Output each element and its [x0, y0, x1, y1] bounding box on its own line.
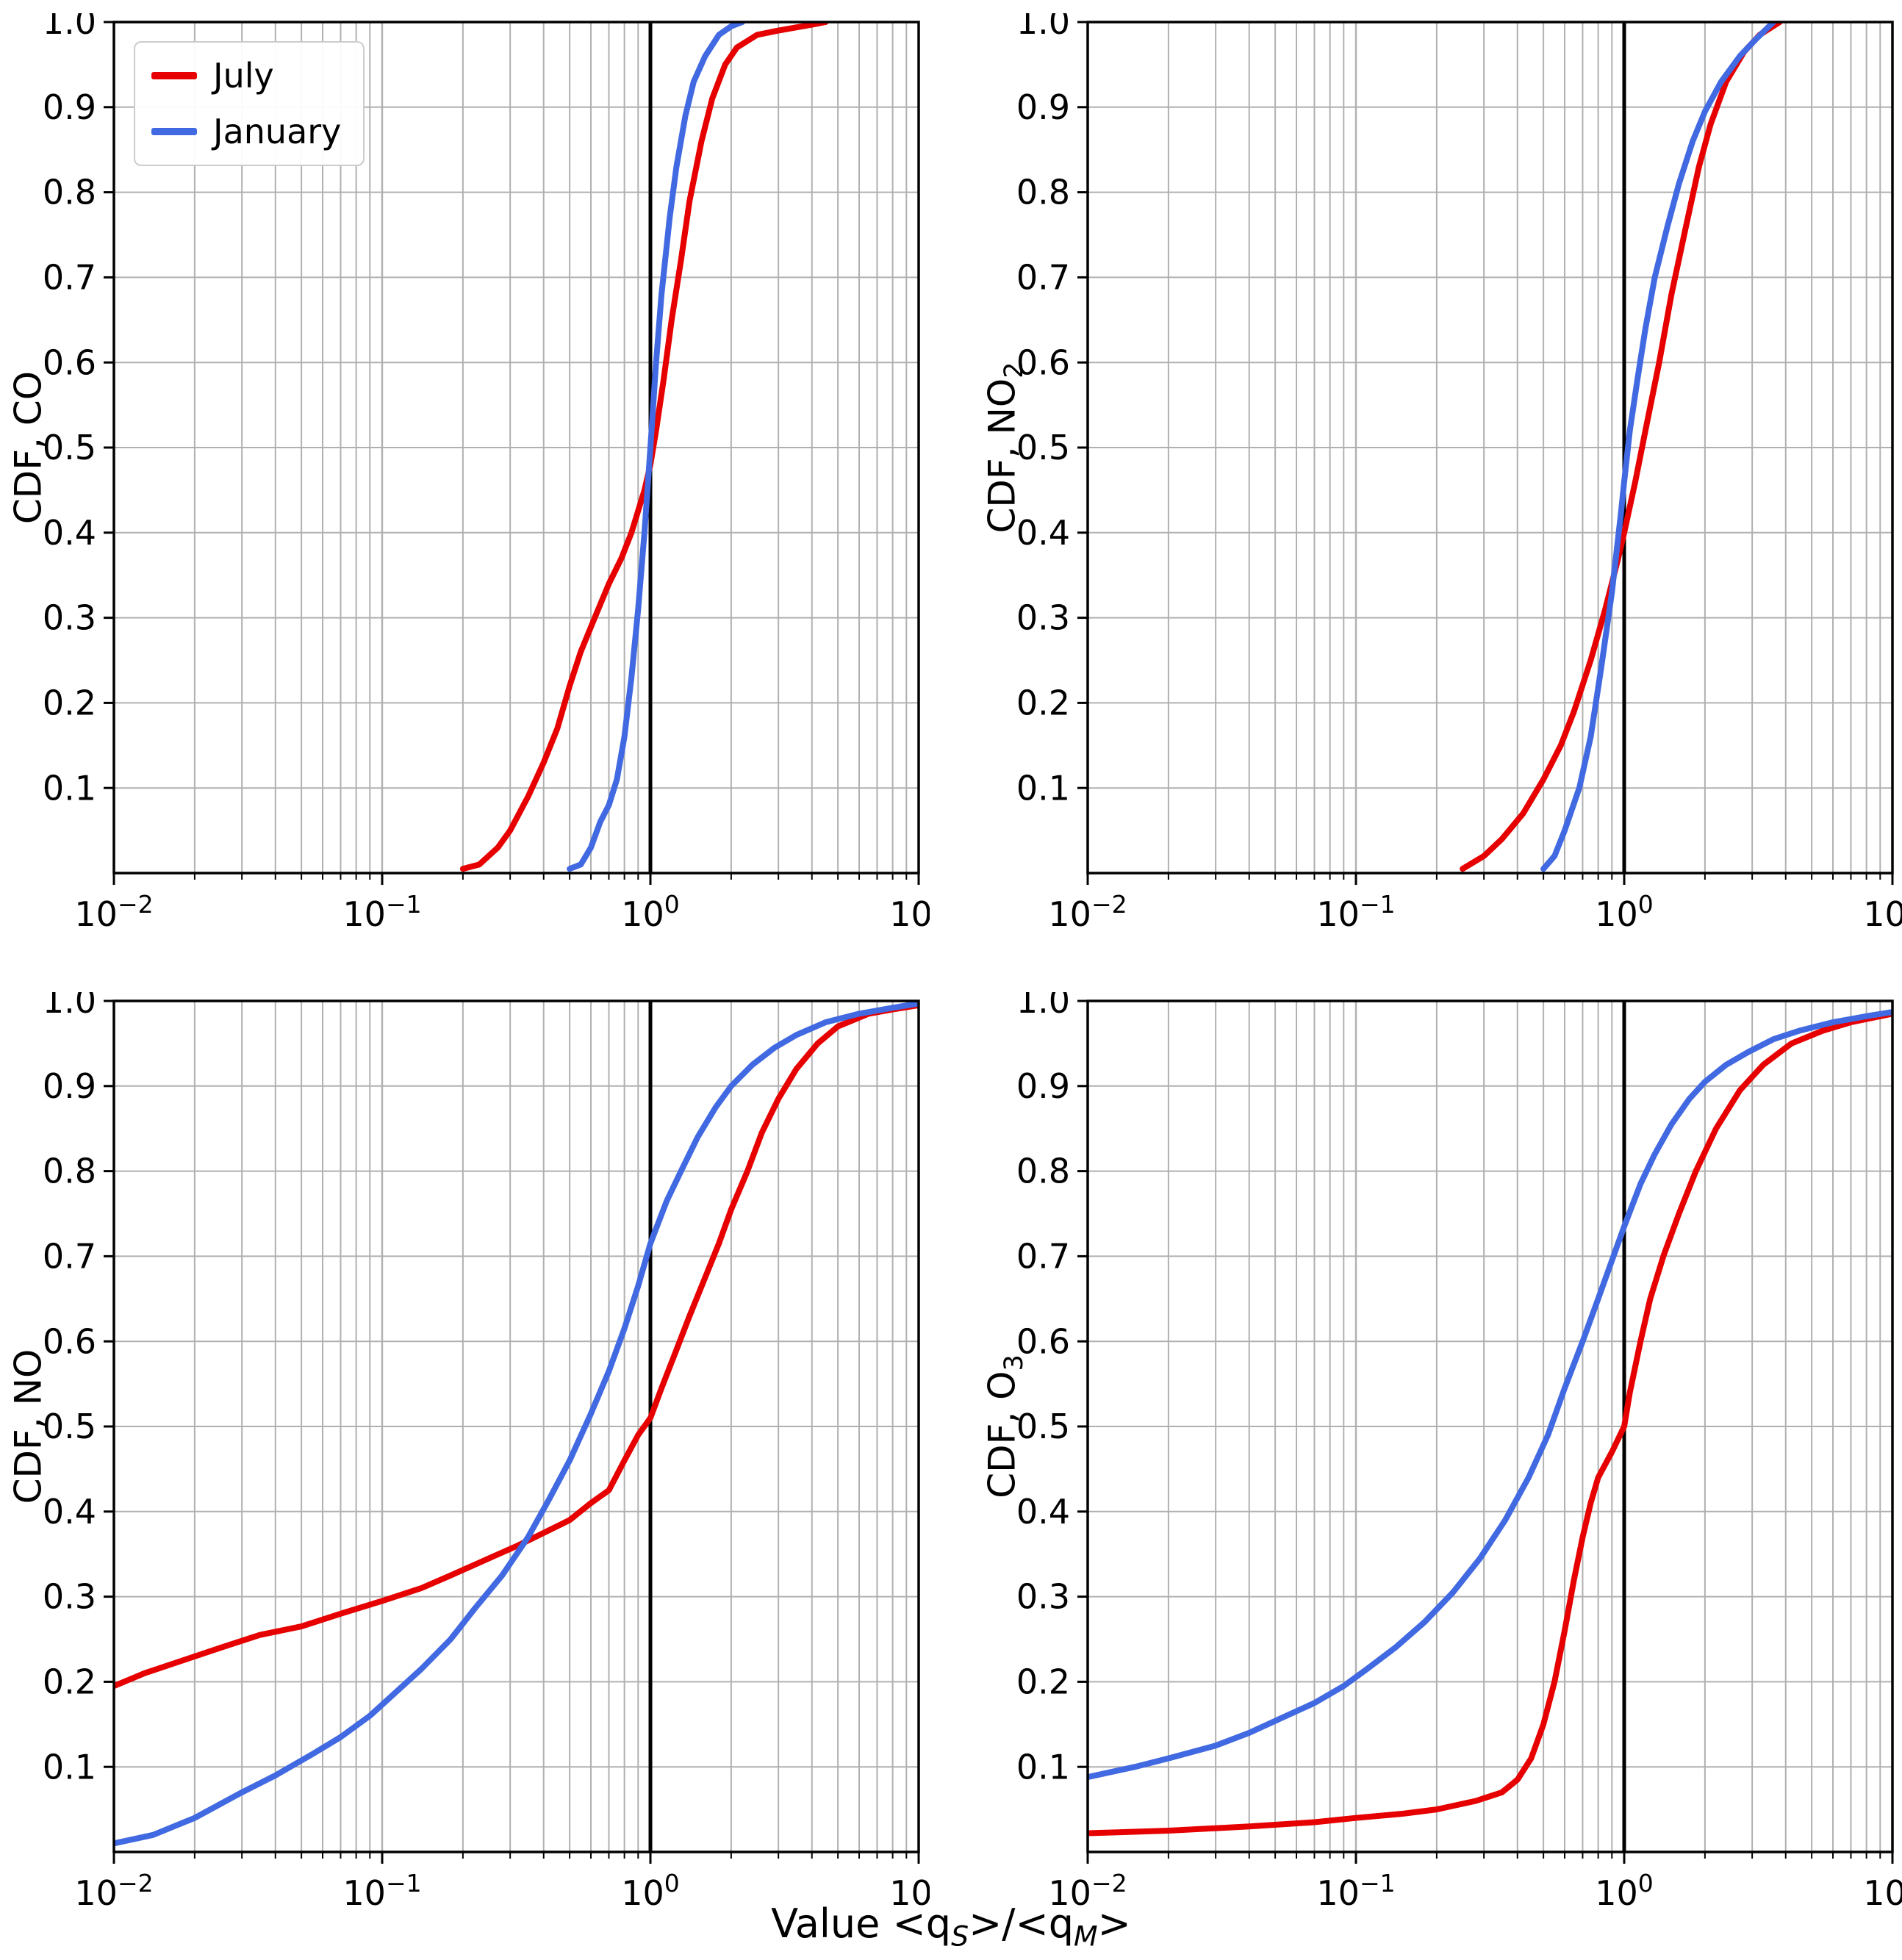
y-tick-label: 0.7	[43, 1237, 96, 1277]
y-tick-label: 0.2	[1016, 683, 1070, 723]
x-tick-label: 10−2	[74, 1869, 153, 1911]
x-tick-label: 10−2	[74, 890, 153, 932]
y-tick-label: 0.8	[43, 173, 96, 212]
legend-item-january: January	[151, 112, 341, 151]
y-tick-label: 0.6	[1016, 342, 1070, 382]
series-group	[459, 22, 829, 872]
series-group	[1460, 22, 1783, 872]
x-axis-label: Value <qS>/<qM>	[771, 1900, 1131, 1953]
y-tick-label: 0.9	[43, 87, 96, 127]
panel-cdf-o3: CDF, O3 0.1 0.2 0.3 0.4 0.5 0.6 0.7 0.8 0.9 1.0 10…	[974, 992, 1902, 1911]
x-tick-label: 101	[1863, 890, 1902, 932]
y-tick-label: 1.0	[1016, 13, 1070, 42]
y-tick-label: 0.8	[1016, 173, 1070, 212]
y-tick-label: 0.5	[43, 428, 96, 467]
x-tick-label: 100	[1595, 1869, 1654, 1911]
y-tick-label: 0.6	[43, 342, 96, 382]
y-tick-label: 0.3	[43, 1577, 96, 1617]
y-tick-label: 0.2	[43, 1662, 96, 1702]
x-tick-label: 10−2	[1048, 890, 1127, 932]
y-tick-label: 0.1	[43, 768, 96, 808]
series-july	[1460, 22, 1783, 872]
y-tick-label: 0.8	[43, 1152, 96, 1191]
x-tick-label: 100	[1595, 890, 1654, 932]
y-tick-label: 0.3	[43, 598, 96, 638]
panel-cdf-no: CDF, NO 0.1 0.2 0.3 0.4 0.5 0.6 0.7 0.8 0.9 1.0 10…	[0, 992, 930, 1911]
y-tick-label: 0.1	[1016, 1747, 1070, 1787]
legend-label-january: January	[213, 112, 342, 151]
series-january	[114, 1001, 919, 1847]
y-tick-label: 0.7	[1016, 1237, 1070, 1277]
plot-area-no2: 0.1 0.2 0.3 0.4 0.5 0.6 0.7 0.8 0.9 1.0 10−2 10−1 10…	[1016, 13, 1902, 932]
legend-item-july: July	[151, 56, 341, 96]
y-tick-label: 0.4	[43, 1492, 96, 1532]
y-tick-label: 0.5	[1016, 1407, 1070, 1446]
series-group	[1088, 1009, 1892, 1837]
x-tick-label: 10−1	[1316, 890, 1395, 932]
y-tick-label: 0.1	[43, 1747, 96, 1787]
panel-cdf-co: CDF, CO 0.1 0.2 0.3 0.4 0.5 0.6 0.7 0.8 0.9 1.0 10…	[0, 13, 930, 932]
x-tick-label: 100	[621, 1869, 680, 1911]
series-july	[1088, 1010, 1892, 1837]
x-tick-label: 101	[889, 1869, 930, 1911]
y-tick-label: 0.9	[43, 1066, 96, 1106]
plot-area-no: 0.1 0.2 0.3 0.4 0.5 0.6 0.7 0.8 0.9 1.0 10−2 10−1 10…	[43, 992, 930, 1911]
x-tick-label: 101	[1863, 1869, 1902, 1911]
series-july	[459, 22, 829, 872]
y-tick-label: 0.4	[1016, 513, 1070, 553]
y-tick-label: 0.3	[1016, 598, 1070, 638]
series-january	[1540, 22, 1777, 872]
x-tick-label: 100	[621, 890, 680, 932]
x-tick-label: 101	[889, 890, 930, 932]
x-tick-label: 10−1	[1316, 1869, 1395, 1911]
y-tick-label: 0.1	[1016, 768, 1070, 808]
y-tick-label: 0.2	[43, 683, 96, 723]
grid	[1088, 22, 1892, 873]
x-tick-label: 10−1	[342, 890, 421, 932]
legend-label-july: July	[213, 56, 274, 96]
y-tick-label: 0.4	[1016, 1492, 1070, 1532]
y-tick-label: 0.2	[1016, 1662, 1070, 1702]
plot-area-o3: 0.1 0.2 0.3 0.4 0.5 0.6 0.7 0.8 0.9 1.0 10−2 10−1 10…	[1016, 992, 1902, 1911]
y-tick-label: 0.7	[1016, 258, 1070, 298]
grid	[1088, 1001, 1892, 1852]
y-tick-label: 0.5	[43, 1407, 96, 1446]
grid	[114, 1001, 919, 1852]
y-tick-label: 0.6	[43, 1321, 96, 1361]
july-line-swatch	[151, 72, 197, 79]
y-tick-label: 0.8	[1016, 1152, 1070, 1191]
panel-cdf-no2: CDF, NO2 0.1 0.2 0.3 0.4 0.5 0.6 0.7 0.8 0.9 1.0 1…	[974, 13, 1902, 932]
y-tick-label: 0.7	[43, 258, 96, 298]
y-tick-label: 0.5	[1016, 428, 1070, 467]
x-tick-label: 10−2	[1048, 1869, 1127, 1911]
y-tick-label: 0.6	[1016, 1321, 1070, 1361]
legend: July January	[134, 41, 365, 166]
y-tick-label: 0.9	[1016, 87, 1070, 127]
x-tick-label: 10−1	[342, 1869, 421, 1911]
series-group	[114, 1001, 919, 1847]
y-tick-label: 0.3	[1016, 1577, 1070, 1617]
january-line-swatch	[151, 128, 197, 135]
y-tick-label: 1.0	[1016, 992, 1070, 1021]
series-january	[567, 22, 745, 872]
y-tick-label: 0.4	[43, 513, 96, 553]
y-tick-label: 1.0	[43, 992, 96, 1021]
series-january	[1088, 1009, 1892, 1781]
y-tick-label: 1.0	[43, 13, 96, 42]
y-tick-label: 0.9	[1016, 1066, 1070, 1106]
series-july	[114, 1002, 919, 1690]
